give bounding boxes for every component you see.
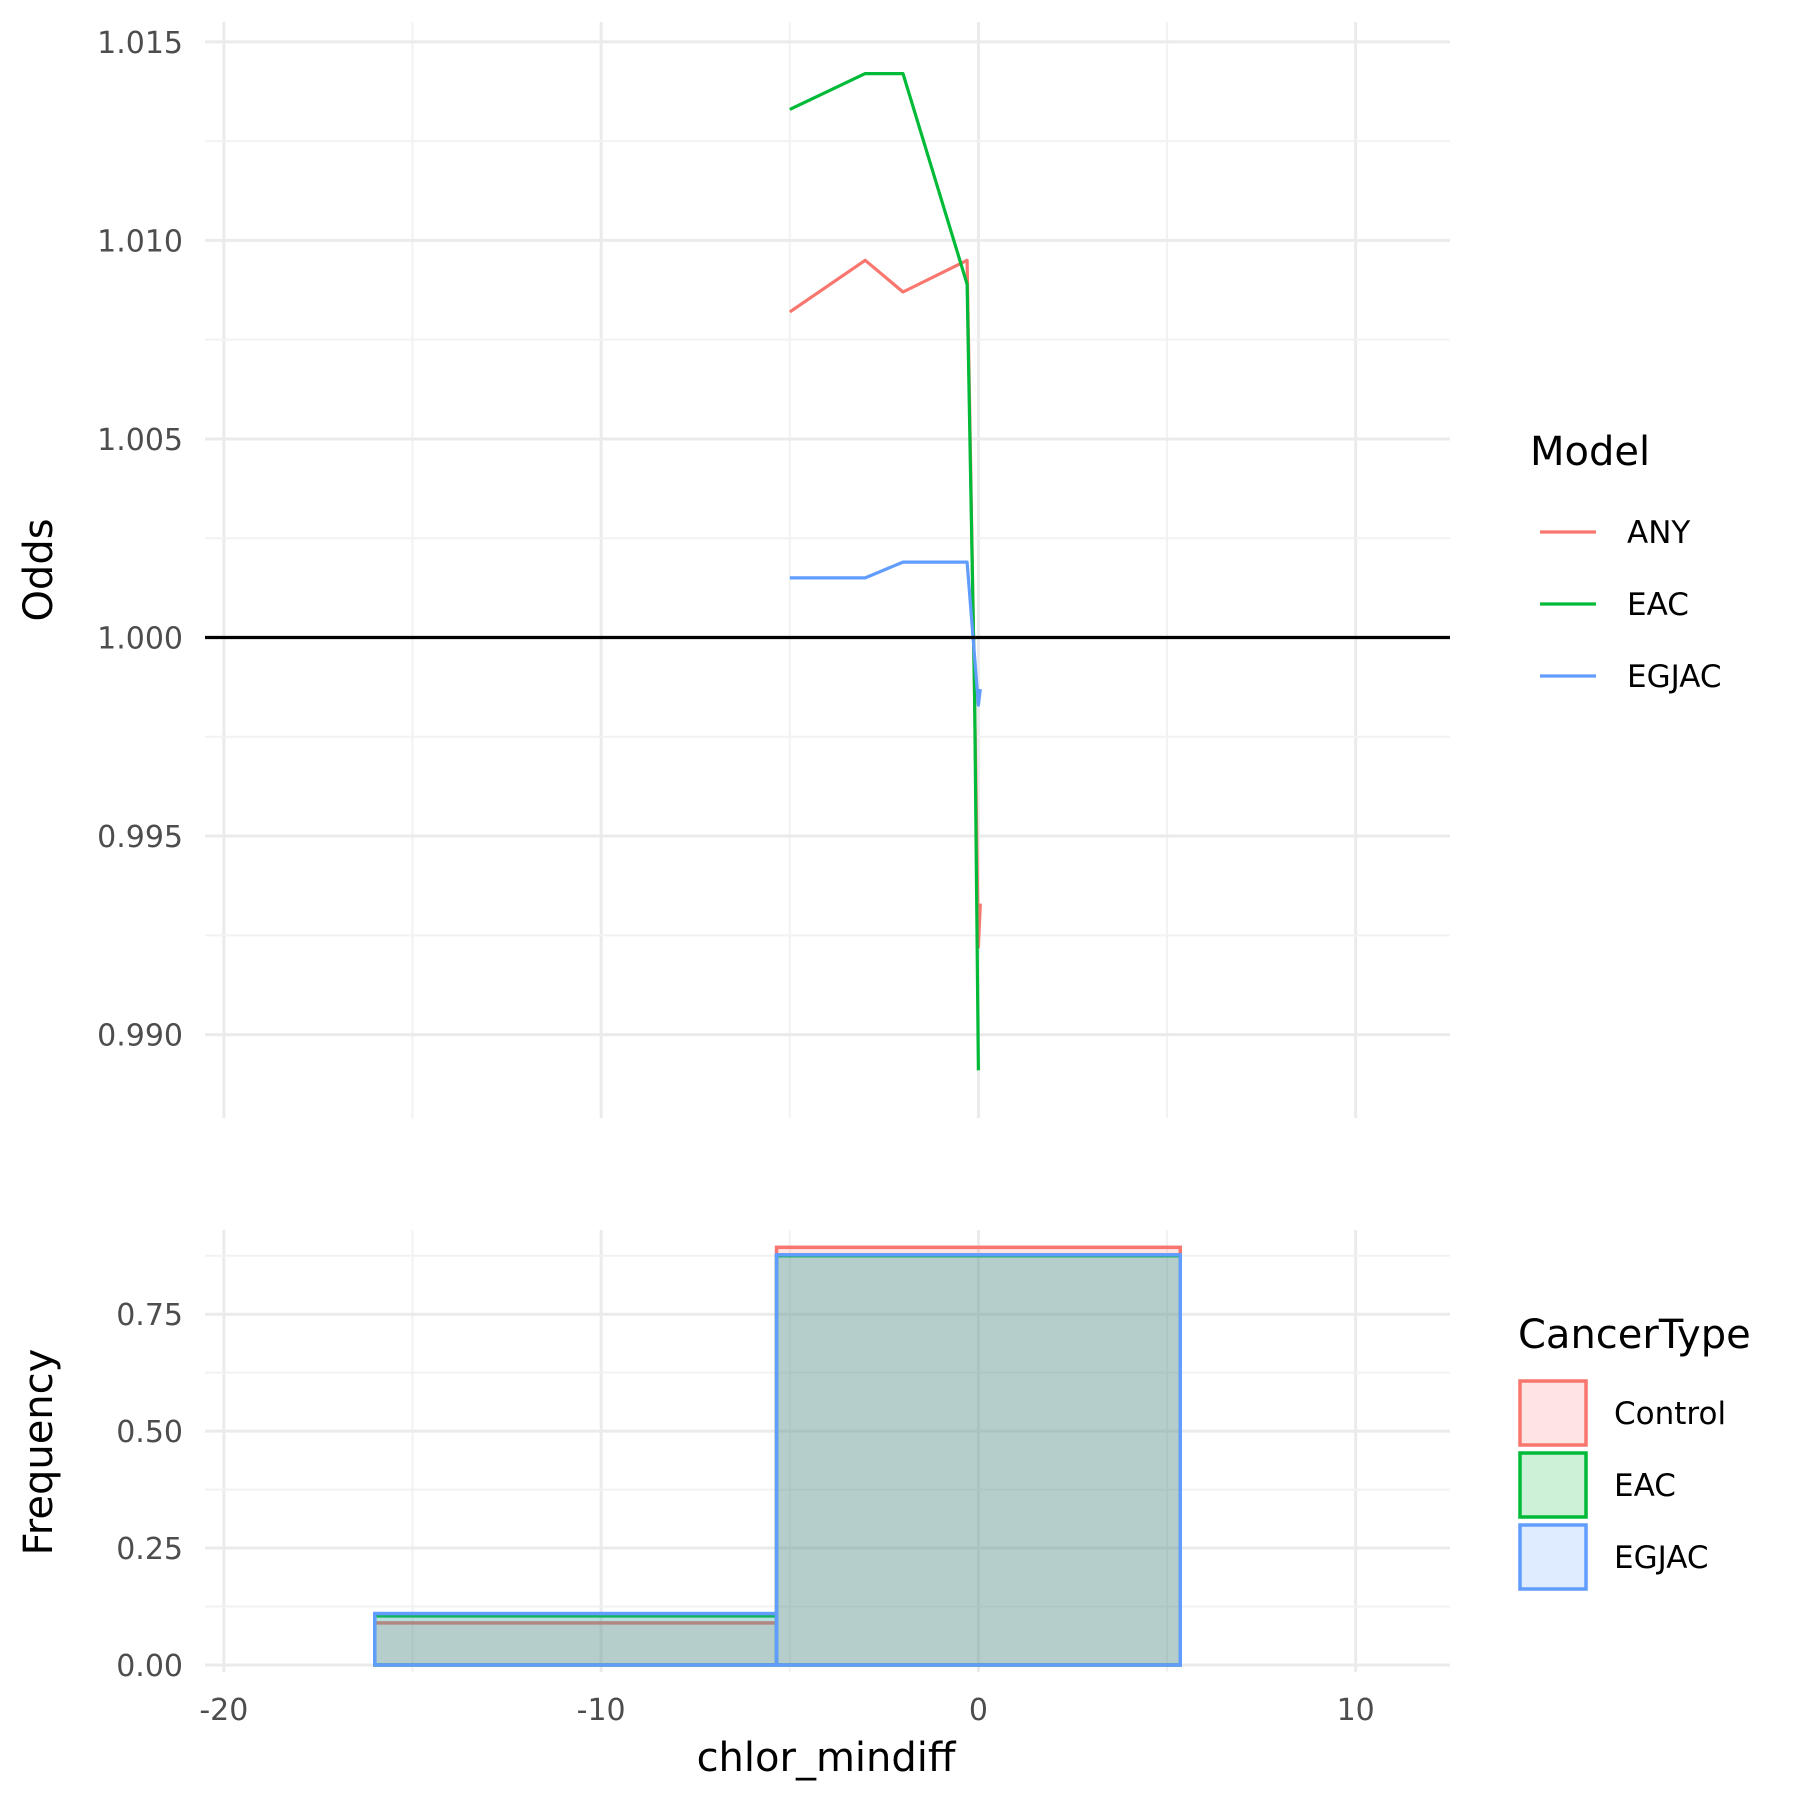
odds-y-tick-label: 0.995 xyxy=(97,820,183,855)
frequency-y-tick-label: 0.50 xyxy=(116,1415,183,1450)
histogram-bar-egjac xyxy=(373,1611,779,1667)
x-tick-label: -10 xyxy=(577,1693,626,1728)
odds-y-axis-title: Odds xyxy=(16,518,62,621)
odds-series xyxy=(205,71,1450,1071)
odds-line-any xyxy=(788,258,982,949)
frequency-panel: 0.00 0.25 0.50 0.75 -20 -10 0 10 Frequency chl… xyxy=(16,1230,1450,1781)
model-legend-label: EAC xyxy=(1627,587,1689,623)
frequency-y-tick-label: 0.25 xyxy=(116,1532,183,1567)
odds-y-tick-label: 1.000 xyxy=(97,622,183,657)
cancertype-legend: CancerType Control EAC EGJAC xyxy=(1518,1312,1751,1591)
model-legend-label: EGJAC xyxy=(1627,659,1722,695)
odds-y-tick-label: 0.990 xyxy=(97,1019,183,1054)
odds-line-egjac xyxy=(789,560,982,707)
cancertype-legend-key-egjac xyxy=(1518,1523,1588,1591)
cancertype-legend-title: CancerType xyxy=(1518,1312,1751,1358)
odds-line-eac xyxy=(789,71,980,1071)
x-tick-label: 0 xyxy=(969,1693,988,1728)
odds-gridlines xyxy=(205,22,1450,1118)
cancertype-legend-label: EGJAC xyxy=(1614,1540,1709,1576)
model-legend-label: ANY xyxy=(1627,515,1690,551)
x-tick-label: 10 xyxy=(1337,1693,1375,1728)
cancertype-legend-label: EAC xyxy=(1614,1468,1676,1504)
frequency-y-tick-label: 0.75 xyxy=(116,1298,183,1333)
odds-y-tick-label: 1.015 xyxy=(97,26,183,61)
frequency-y-axis-title: Frequency xyxy=(16,1349,62,1556)
x-tick-label: -20 xyxy=(199,1693,248,1728)
cancertype-legend-key-control xyxy=(1518,1379,1588,1447)
frequency-y-tick-labels: 0.00 0.25 0.50 0.75 xyxy=(116,1298,183,1684)
frequency-x-tick-labels: -20 -10 0 10 xyxy=(199,1693,1374,1728)
cancertype-legend-key-eac xyxy=(1518,1451,1588,1519)
frequency-bars xyxy=(373,1245,1182,1667)
histogram-bar-control xyxy=(774,1245,1182,1667)
model-legend: Model ANY EAC EGJAC xyxy=(1530,429,1722,695)
x-axis-title: chlor_mindiff xyxy=(697,1735,957,1781)
odds-panel: 0.990 0.995 1.000 1.005 1.010 1.015 Odds xyxy=(16,22,1450,1118)
odds-y-tick-label: 1.010 xyxy=(97,224,183,259)
model-legend-title: Model xyxy=(1530,429,1650,475)
histogram-bar-egjac xyxy=(774,1253,1182,1667)
odds-y-tick-label: 1.005 xyxy=(97,423,183,458)
odds-y-tick-labels: 0.990 0.995 1.000 1.005 1.010 1.015 xyxy=(97,26,183,1054)
frequency-y-tick-label: 0.00 xyxy=(116,1649,183,1684)
cancertype-legend-label: Control xyxy=(1614,1396,1726,1432)
